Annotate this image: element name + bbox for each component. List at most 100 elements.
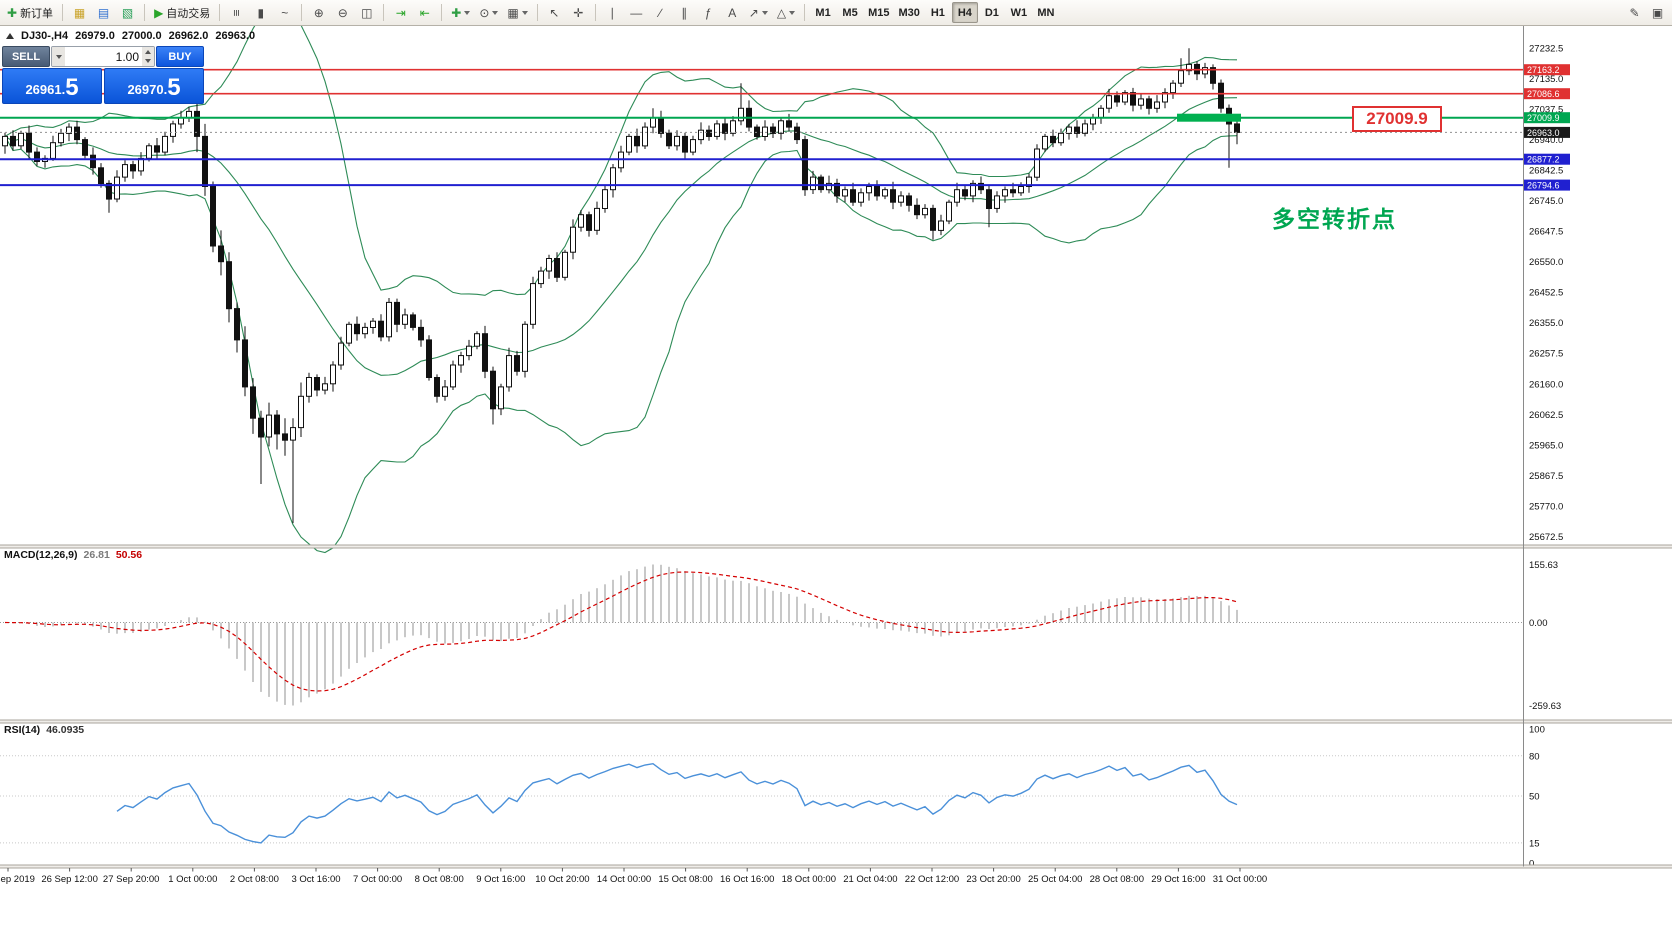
channel-button[interactable]: ∥ (673, 2, 696, 23)
market-watch-button[interactable]: ▤ (92, 2, 115, 23)
crosshair-button[interactable]: ✛ (567, 2, 590, 23)
bar-chart-button[interactable]: ≡ (225, 2, 248, 23)
chevron-up-icon (145, 49, 151, 54)
chart-shift-button[interactable]: ⇤ (413, 2, 436, 23)
candle (1002, 186, 1008, 203)
candle (882, 187, 888, 200)
pane-splitter[interactable] (0, 545, 1672, 548)
volume-input[interactable] (65, 47, 142, 66)
candle (282, 418, 288, 456)
text-label-button[interactable]: A (721, 2, 744, 23)
price-tag-text: 27009.9 (1527, 113, 1560, 123)
candle (26, 125, 32, 159)
candle (290, 418, 296, 524)
chevron-down-icon (492, 10, 499, 15)
turning-point-annotation[interactable]: 多空转折点 (1272, 206, 1397, 232)
candle (162, 131, 168, 156)
zoom-in-button[interactable]: ⊕ (307, 2, 330, 23)
sell-price-display[interactable]: 26961. 5 (2, 68, 102, 104)
price-axis-label: 26842.5 (1529, 166, 1563, 177)
zoom-out-button[interactable]: ⊖ (331, 2, 354, 23)
rsi-line (116, 762, 1238, 844)
candle (1050, 129, 1056, 148)
candle (714, 120, 720, 140)
highlight-zone[interactable] (1177, 113, 1241, 122)
buy-price-display[interactable]: 26970. 5 (104, 68, 204, 104)
templates-button[interactable]: ▦ (503, 2, 531, 23)
rsi-axis-label: 0 (1529, 859, 1534, 870)
time-axis[interactable]: 25 Sep 2019 26 Sep 12:00 27 Sep 20:00 1 Oct… (0, 868, 1267, 885)
candle (858, 188, 864, 207)
price-axis-label: 27135.0 (1529, 74, 1563, 85)
volume-dropdown-button[interactable] (52, 47, 65, 66)
auto-scroll-button[interactable]: ⇥ (389, 2, 412, 23)
oct-collapse-toggle[interactable] (6, 33, 14, 39)
chart-surface[interactable] (0, 26, 1523, 547)
timeframe-mn[interactable]: MN (1033, 2, 1059, 23)
candle (346, 321, 352, 347)
volume-down-button[interactable] (142, 56, 154, 66)
symbol-period-label: DJ30-,H4 (21, 30, 69, 42)
new-order-button[interactable]: ✚ 新订单 (3, 2, 57, 23)
horizontal-level-lines[interactable] (0, 68, 1523, 187)
vertical-line-button[interactable]: ∣ (601, 2, 624, 23)
arrows-button[interactable]: ↗ (745, 2, 772, 23)
timeframe-m1[interactable]: M1 (810, 2, 836, 23)
candlestick-chart-button[interactable]: ▮ (249, 2, 272, 23)
timeframe-h4[interactable]: H4 (951, 2, 978, 23)
candle (354, 316, 360, 341)
horizontal-line-button[interactable]: — (625, 2, 648, 23)
price-axis[interactable]: 27232.5 27135.0 27037.5 26940.0 26842.5 26745… (1524, 44, 1570, 543)
trendline-button[interactable]: ∕ (649, 2, 672, 23)
chart-window-button[interactable]: ▦ (68, 2, 91, 23)
layout-button[interactable]: ▣ (1646, 2, 1669, 23)
timeframe-m15[interactable]: M15 (864, 2, 893, 23)
timeframe-m5[interactable]: M5 (837, 2, 863, 23)
macd-signal-line (4, 571, 1238, 692)
timeframe-h1[interactable]: H1 (925, 2, 951, 23)
bar-low-value: 26962.0 (168, 30, 209, 42)
indicators-button[interactable]: ✚ (447, 2, 474, 23)
candle (874, 180, 880, 201)
candle (818, 174, 824, 193)
candle (338, 336, 344, 370)
candle (194, 103, 200, 153)
algo-trading-button[interactable]: ▶ 自动交易 (150, 2, 214, 23)
time-axis-label: 8 Oct 08:00 (415, 874, 464, 885)
price-callout-box[interactable]: 27009.9 (1352, 106, 1442, 132)
shapes-button[interactable]: △ (773, 2, 799, 23)
timeframe-w1[interactable]: W1 (1006, 2, 1032, 23)
edit-button[interactable]: ✎ (1623, 2, 1646, 23)
candle (810, 170, 816, 194)
chart-canvas[interactable]: 27232.5 27135.0 27037.5 26940.0 26842.5 26745… (0, 26, 1672, 950)
buy-button[interactable]: BUY (156, 46, 204, 67)
price-axis-label: 26745.0 (1529, 196, 1563, 207)
candle (642, 122, 648, 149)
periods-button[interactable]: ⊙ (475, 2, 502, 23)
navigator-button[interactable]: ▧ (116, 2, 139, 23)
tile-windows-button[interactable]: ◫ (355, 2, 378, 23)
timeframe-d1[interactable]: D1 (979, 2, 1005, 23)
candle (1074, 120, 1080, 138)
cursor-button[interactable]: ↖ (543, 2, 566, 23)
timeframe-m30[interactable]: M30 (894, 2, 923, 23)
candle (1154, 95, 1160, 113)
pane-splitter[interactable] (0, 865, 1672, 868)
candle (842, 186, 848, 203)
candle (594, 201, 600, 235)
candle (730, 116, 736, 137)
chevron-down-icon (761, 10, 768, 15)
sell-button[interactable]: SELL (2, 46, 50, 67)
toolbar-right-group: ✎ ▣ (1623, 2, 1669, 23)
macd-axis-label: 0.00 (1529, 618, 1548, 629)
candle (1178, 58, 1184, 87)
candle (234, 302, 240, 353)
fibonacci-button[interactable]: ƒ (697, 2, 720, 23)
volume-up-button[interactable] (142, 47, 154, 57)
time-axis-label: 31 Oct 00:00 (1213, 874, 1267, 885)
candle (330, 361, 336, 392)
pane-splitter[interactable] (0, 720, 1672, 723)
line-chart-button[interactable]: ~ (273, 2, 296, 23)
candle (1146, 95, 1152, 115)
candle (930, 204, 936, 240)
